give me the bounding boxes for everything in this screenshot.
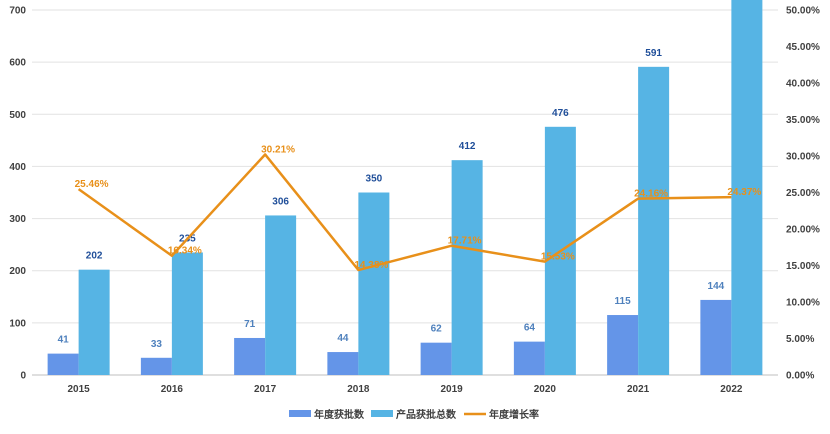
bar <box>140 357 172 375</box>
bar <box>638 66 670 375</box>
y-right-tick-label: 40.00% <box>786 79 820 90</box>
y-right-tick-label: 5.00% <box>786 334 814 345</box>
y-right-tick-label: 10.00% <box>786 298 820 309</box>
y-right-tick-label: 0.00% <box>786 371 814 382</box>
bar-data-label: 33 <box>151 339 163 350</box>
bar-data-label: 202 <box>86 251 103 262</box>
y-left-tick-label: 500 <box>9 110 26 121</box>
y-right-tick-label: 25.00% <box>786 188 820 199</box>
bar <box>358 192 390 375</box>
bar-data-label: 44 <box>337 333 349 344</box>
y-left-tick-label: 300 <box>9 214 26 225</box>
bar <box>47 353 79 375</box>
line-data-label: 24.37% <box>727 187 761 198</box>
bar-data-label: 115 <box>615 296 632 307</box>
bar-data-label: 306 <box>272 196 289 207</box>
legend-swatch <box>371 410 393 417</box>
line-data-label: 30.21% <box>261 144 295 155</box>
x-tick-label: 2015 <box>68 384 91 395</box>
x-tick-label: 2016 <box>161 384 184 395</box>
bar-data-label: 144 <box>708 281 725 292</box>
bar <box>78 269 110 375</box>
bar <box>327 352 359 375</box>
bar-data-label: 41 <box>58 335 70 346</box>
legend-label: 年度获批数 <box>314 408 365 421</box>
x-tick-label: 2021 <box>627 384 650 395</box>
line-data-label: 14.38% <box>354 260 388 271</box>
y-left-tick-label: 700 <box>9 6 26 17</box>
x-tick-label: 2017 <box>254 384 277 395</box>
bar <box>234 337 266 375</box>
legend-swatch <box>289 410 311 417</box>
bar-data-label: 71 <box>244 319 256 330</box>
line-data-label: 25.46% <box>75 179 109 190</box>
growth-rate-line <box>77 153 732 272</box>
y-right-tick-label: 35.00% <box>786 115 820 126</box>
x-tick-label: 2018 <box>347 384 370 395</box>
y-left-tick-label: 600 <box>9 58 26 69</box>
y-left-tick-label: 200 <box>9 266 26 277</box>
line-data-label: 17.71% <box>448 236 482 247</box>
bar <box>420 342 452 375</box>
bar <box>731 0 763 375</box>
y-right-tick-label: 20.00% <box>786 225 820 236</box>
x-tick-label: 2022 <box>720 384 743 395</box>
bar <box>700 299 732 375</box>
y-left-tick-label: 100 <box>9 318 26 329</box>
bar-data-label: 350 <box>366 174 383 185</box>
bar-data-label: 412 <box>459 141 476 152</box>
bar-data-label: 62 <box>431 324 443 335</box>
bar <box>607 315 639 375</box>
bar-data-label: 64 <box>524 323 536 334</box>
y-right-tick-label: 45.00% <box>786 42 820 53</box>
bar-data-label: 476 <box>552 108 569 119</box>
x-tick-label: 2020 <box>534 384 557 395</box>
bar <box>451 160 483 375</box>
line-data-label: 16.34% <box>168 246 202 257</box>
x-tick-label: 2019 <box>441 384 464 395</box>
legend-label: 产品获批总数 <box>396 408 457 421</box>
bar <box>513 341 545 375</box>
y-right-tick-label: 15.00% <box>786 261 820 272</box>
bar <box>265 215 297 375</box>
line-data-label: 24.16% <box>634 189 668 200</box>
bar-data-label: 591 <box>645 48 662 59</box>
line-data-label: 15.53% <box>541 252 575 263</box>
y-right-tick-label: 30.00% <box>786 152 820 163</box>
y-left-tick-label: 0 <box>20 371 26 382</box>
legend-label: 年度增长率 <box>489 408 539 421</box>
y-right-tick-label: 50.00% <box>786 6 820 17</box>
y-left-tick-label: 400 <box>9 162 26 173</box>
bar <box>171 252 203 375</box>
